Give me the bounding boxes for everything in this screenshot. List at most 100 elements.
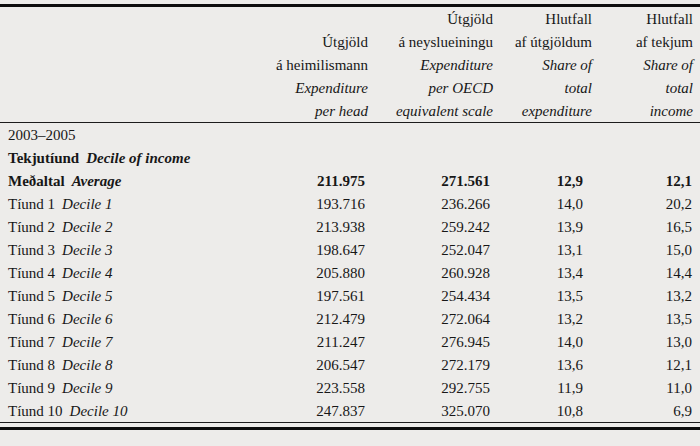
share-exp-value: 13,2 — [493, 307, 592, 330]
row-label-en: Decile 1 — [62, 196, 112, 212]
share-inc-value: 13,5 — [592, 307, 700, 330]
share-inc-value: 12,1 — [592, 169, 700, 192]
row-label-is: Meðaltal — [8, 173, 65, 189]
scanned-table-page: Útgjöld Hlutfall Hlutfall Útgjöld á neys… — [0, 0, 700, 430]
share-exp-value: 13,9 — [493, 215, 592, 238]
row-label-en: Decile 5 — [62, 288, 112, 304]
share-exp-value: 13,6 — [493, 353, 592, 376]
row-label-is: Tíund 8 — [8, 357, 55, 373]
exp-oecd-value: 254.434 — [368, 284, 493, 307]
col-share-inc-h4: total — [592, 76, 700, 99]
header-line-1: Útgjöld Hlutfall Hlutfall — [0, 7, 700, 30]
table-row-decile-5: Tíund 5 Decile 5 197.561 254.434 13,5 13,… — [0, 284, 700, 307]
share-inc-value: 13,0 — [592, 330, 700, 353]
exp-oecd-value: 325.070 — [368, 399, 493, 423]
share-exp-value: 12,9 — [493, 169, 592, 192]
exp-oecd-value: 259.242 — [368, 215, 493, 238]
share-inc-value: 16,5 — [592, 215, 700, 238]
col-share-exp-h2: af útgjöldum — [493, 30, 592, 53]
share-inc-value: 14,4 — [592, 261, 700, 284]
exp-oecd-value: 271.561 — [368, 169, 493, 192]
row-label-en: Decile 3 — [62, 242, 112, 258]
table-row-decile-2: Tíund 2 Decile 2 213.938 259.242 13,9 16,… — [0, 215, 700, 238]
exp-per-head-value: 193.716 — [210, 192, 368, 215]
row-label-is: Tíund 4 — [8, 265, 55, 281]
exp-oecd-value: 272.179 — [368, 353, 493, 376]
exp-per-head-value: 197.561 — [210, 284, 368, 307]
col-exp-oecd-h2: á neyslueiningu — [368, 30, 493, 53]
share-inc-value: 12,1 — [592, 353, 700, 376]
col-exp-oecd-h5: equivalent scale — [368, 99, 493, 123]
share-exp-value: 13,4 — [493, 261, 592, 284]
share-exp-value: 14,0 — [493, 330, 592, 353]
exp-oecd-value: 276.945 — [368, 330, 493, 353]
col-exp-head-h4: per head — [210, 99, 368, 123]
table-row-decile-6: Tíund 6Decile 6 212.479 272.064 13,2 13,… — [0, 307, 700, 330]
table-row-average: Meðaltal Average 211.975 271.561 12,9 12,… — [0, 169, 700, 192]
col-exp-oecd-h1: Útgjöld — [368, 7, 493, 30]
exp-per-head-value: 223.558 — [210, 376, 368, 399]
exp-per-head-value: 213.938 — [210, 215, 368, 238]
row-label-is: Tíund 10 — [8, 403, 63, 419]
col-share-exp-h3: Share of — [493, 53, 592, 76]
col-share-exp-h1: Hlutfall — [493, 7, 592, 30]
row-label-is: Tíund 6 — [8, 311, 55, 327]
header-line-5: per head equivalent scale expenditure in… — [0, 99, 700, 123]
share-inc-value: 13,2 — [592, 284, 700, 307]
table-row-decile-3: Tíund 3Decile 3 198.647 252.047 13,1 15,… — [0, 238, 700, 261]
exp-per-head-value: 247.837 — [210, 399, 368, 423]
share-inc-value: 20,2 — [592, 192, 700, 215]
row-label-en: Decile 4 — [62, 265, 112, 281]
exp-oecd-value: 272.064 — [368, 307, 493, 330]
exp-per-head-value: 211.247 — [210, 330, 368, 353]
row-label-is: Tíund 3 — [8, 242, 55, 258]
exp-per-head-value: 206.547 — [210, 353, 368, 376]
row-label-is: Tíund 7 — [8, 334, 55, 350]
row-label-en: Average — [72, 173, 122, 189]
col-exp-oecd-h4: per OECD — [368, 76, 493, 99]
table-row-decile-1: Tíund 1Decile 1 193.716 236.266 14,0 20,… — [0, 192, 700, 215]
col-share-inc-h1: Hlutfall — [592, 7, 700, 30]
col-share-exp-h5: expenditure — [493, 99, 592, 123]
section-label-is: Tekjutíund — [8, 150, 79, 166]
row-label-en: Decile 8 — [62, 357, 112, 373]
share-exp-value: 11,9 — [493, 376, 592, 399]
table-row-decile-10: Tíund 10Decile 10 247.837 325.070 10,8 6… — [0, 399, 700, 423]
share-inc-value: 6,9 — [592, 399, 700, 423]
row-label-en: Decile 2 — [62, 219, 112, 235]
col-exp-oecd-h3: Expenditure — [368, 53, 493, 76]
exp-per-head-value: 205.880 — [210, 261, 368, 284]
exp-oecd-value: 236.266 — [368, 192, 493, 215]
col-share-inc-h5: income — [592, 99, 700, 123]
period-row: 2003–2005 — [0, 123, 700, 147]
header-line-4: Expenditure per OECD total total — [0, 76, 700, 99]
col-share-inc-h3: Share of — [592, 53, 700, 76]
col-share-exp-h4: total — [493, 76, 592, 99]
exp-oecd-value: 260.928 — [368, 261, 493, 284]
share-inc-value: 11,0 — [592, 376, 700, 399]
period-label: 2003–2005 — [0, 123, 210, 147]
row-label-en: Decile 7 — [62, 334, 112, 350]
bottom-rule — [0, 427, 700, 430]
row-label-en: Decile 9 — [62, 380, 112, 396]
income-decile-table: Útgjöld Hlutfall Hlutfall Útgjöld á neys… — [0, 7, 700, 423]
row-label-is: Tíund 5 — [8, 288, 55, 304]
col-exp-head-h1: Útgjöld — [210, 30, 368, 53]
exp-per-head-value: 212.479 — [210, 307, 368, 330]
table-row-decile-7: Tíund 7 Decile 7 211.247 276.945 14,0 13,… — [0, 330, 700, 353]
table-row-decile-9: Tíund 9Decile 9 223.558 292.755 11,9 11,… — [0, 376, 700, 399]
col-exp-head-h2: á heimilismann — [210, 53, 368, 76]
share-exp-value: 10,8 — [493, 399, 592, 423]
exp-oecd-value: 292.755 — [368, 376, 493, 399]
row-label-is: Tíund 2 — [8, 219, 55, 235]
table-row-decile-8: Tíund 8 Decile 8 206.547 272.179 13,6 12,… — [0, 353, 700, 376]
share-exp-value: 13,5 — [493, 284, 592, 307]
header-line-3: á heimilismann Expenditure Share of Shar… — [0, 53, 700, 76]
col-share-inc-h2: af tekjum — [592, 30, 700, 53]
section-label-en: Decile of income — [86, 150, 190, 166]
exp-per-head-value: 211.975 — [210, 169, 368, 192]
share-exp-value: 13,1 — [493, 238, 592, 261]
share-inc-value: 15,0 — [592, 238, 700, 261]
row-label-is: Tíund 1 — [8, 196, 55, 212]
header-line-2: Útgjöld á neyslueiningu af útgjöldum af … — [0, 30, 700, 53]
